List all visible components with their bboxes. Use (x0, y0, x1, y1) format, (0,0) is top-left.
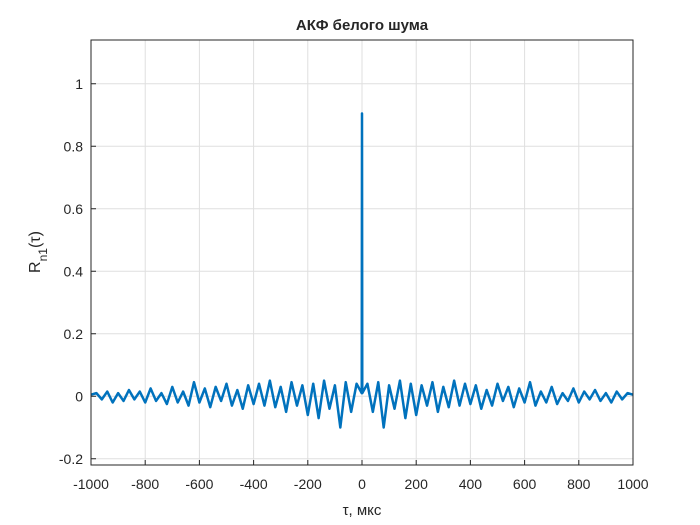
x-tick-label: 400 (459, 476, 483, 492)
y-axis-label: Rn1(τ) (27, 231, 50, 273)
x-tick-label: 800 (567, 476, 591, 492)
chart-title: АКФ белого шума (296, 17, 429, 34)
y-label-main: R (27, 261, 44, 273)
y-tick-label: 0.6 (64, 201, 84, 217)
y-tick-label: 0.4 (64, 263, 84, 279)
x-tick-label: -400 (240, 476, 268, 492)
data-line (90, 112, 634, 429)
y-tick-label: 0.2 (64, 326, 84, 342)
y-tick-label: -0.2 (59, 451, 83, 467)
plot-area (90, 112, 634, 429)
x-tick-label: -800 (131, 476, 159, 492)
x-tick-label: -600 (185, 476, 213, 492)
x-axis-label: τ, мкс (343, 502, 382, 519)
x-tick-label: 1000 (617, 476, 648, 492)
x-tick-label: -200 (294, 476, 322, 492)
y-label-sub: n1 (36, 248, 50, 262)
y-label-arg: (τ) (27, 231, 44, 248)
x-tick-label: -1000 (73, 476, 109, 492)
y-tick-label: 0 (75, 388, 83, 404)
x-tick-label: 200 (405, 476, 429, 492)
x-tick-label: 600 (513, 476, 537, 492)
y-tick-label: 1 (75, 76, 83, 92)
y-tick-label: 0.8 (64, 138, 84, 154)
x-tick-label: 0 (358, 476, 366, 492)
